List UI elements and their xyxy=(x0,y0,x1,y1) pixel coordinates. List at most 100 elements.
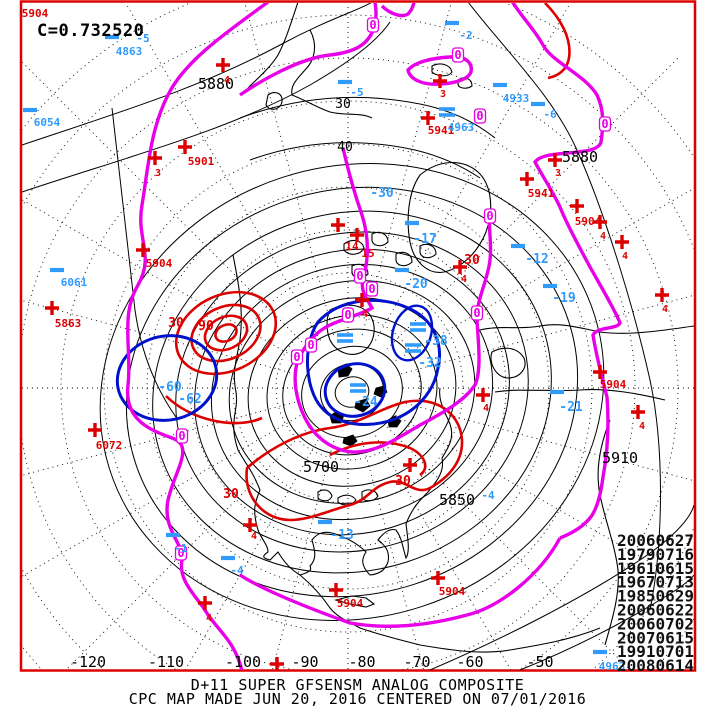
latitude-circle xyxy=(103,143,593,633)
map-subtitle: CPC MAP MADE JUN 20, 2016 CENTERED ON 07… xyxy=(128,690,587,708)
height-contour-ring xyxy=(210,263,494,521)
red-anomaly-contour-label: 30 xyxy=(168,316,184,331)
red-anomaly-contour-label: 90 xyxy=(198,319,214,334)
positive-station-marker xyxy=(355,293,369,307)
zero-contour-label-box xyxy=(470,305,484,321)
longitude-label: -50 xyxy=(526,653,553,671)
longitude-line xyxy=(386,55,681,350)
blue-anomaly-contour-label: -24 xyxy=(354,395,378,410)
outer-height-contours xyxy=(22,3,694,670)
positive-station-marker xyxy=(88,423,102,437)
latitude-label: 30 xyxy=(335,97,351,112)
correlation-value: C=0.732520 xyxy=(37,21,145,41)
analog-dates-list: 2006062719790716196106151967071319850629… xyxy=(617,531,694,675)
red-station-value-small: 4 xyxy=(224,75,230,86)
map-frame xyxy=(19,0,697,672)
analog-date: 19670713 xyxy=(617,573,694,592)
axis-labels: -120 -110 -100 -90 -80 -70 -60 -50 xyxy=(70,653,554,671)
zero-contour-label-box xyxy=(366,17,380,33)
blue-station-value: -4 xyxy=(481,489,495,502)
longitude-label: -120 xyxy=(70,653,106,671)
red-station-value-small: 3 xyxy=(440,89,446,100)
red-station-value: 5904 xyxy=(22,7,49,20)
blue-station-value: -6 xyxy=(543,108,557,121)
zero-contour-label: 0 xyxy=(601,117,608,131)
red-anomaly-contour-label: 30 xyxy=(464,253,480,268)
zero-contour-label-box xyxy=(598,116,612,132)
red-station-value: 5904 xyxy=(439,585,466,598)
red-station-value: 6072 xyxy=(96,439,123,452)
zero-contour-label: 0 xyxy=(473,306,480,320)
zero-contour-label-box xyxy=(341,307,355,323)
coastlines xyxy=(232,3,694,653)
zero-contour-label: 0 xyxy=(344,308,351,322)
blue-anomaly-contour-label: -32 xyxy=(418,356,441,371)
height-contour-ring xyxy=(99,162,605,622)
analog-date: 19910701 xyxy=(617,642,694,661)
positive-station-marker xyxy=(45,301,59,315)
blue-anomaly-contour-label: -17 xyxy=(413,232,436,247)
analog-date: 20060622 xyxy=(617,601,694,620)
longitude-label: -80 xyxy=(348,653,375,671)
longitude-line xyxy=(22,61,310,350)
positive-station-marker xyxy=(243,518,257,532)
latitude-label: 40 xyxy=(337,140,353,155)
positive-station-marker xyxy=(593,365,607,379)
zero-contour-label-box xyxy=(483,208,497,224)
zero-contour-label-box xyxy=(451,47,465,63)
red-station-value: 14 xyxy=(345,240,359,253)
blue-anomaly-contour-label: -30 xyxy=(370,186,394,201)
red-station-value-small: 4 xyxy=(483,403,489,414)
blue-station-value: -5 xyxy=(136,32,149,45)
positive-station-marker xyxy=(433,74,447,88)
analog-date: 20060627 xyxy=(617,531,694,550)
blue-station-value: 4963 xyxy=(448,121,475,134)
positive-station-marker xyxy=(520,172,534,186)
positive-station-marker xyxy=(593,215,607,229)
red-station-value: 5904 xyxy=(146,257,173,270)
longitude-line xyxy=(184,435,321,670)
red-anomaly-contour-label: 30 xyxy=(223,487,239,502)
positive-station-marker xyxy=(178,140,192,154)
height-contour-ring xyxy=(152,210,552,574)
longitude-line xyxy=(65,426,310,670)
positive-station-marker xyxy=(331,218,345,232)
blue-station-value: -5 xyxy=(350,86,363,99)
blue-station-value: -4 xyxy=(230,564,244,577)
longitude-line xyxy=(375,3,571,341)
red-station-value-small: 4 xyxy=(662,304,668,315)
zero-contour-label: 0 xyxy=(476,109,483,123)
zero-contour-label: 0 xyxy=(178,429,185,443)
zero-contour-label-box xyxy=(365,281,379,297)
blue-anomaly-contour-label: -19 xyxy=(552,291,575,306)
positive-station-marker xyxy=(403,458,417,472)
red-station-value: 5863 xyxy=(55,317,82,330)
latitude-circle xyxy=(189,229,507,547)
height-contour-ring xyxy=(125,186,579,598)
positive-station-marker xyxy=(136,243,150,257)
positive-station-marker xyxy=(198,596,212,610)
zero-contour-label-box xyxy=(304,337,318,353)
zero-contour-label-box xyxy=(353,268,367,284)
positive-station-marker xyxy=(216,58,230,72)
zero-contour-label: 0 xyxy=(454,48,461,62)
red-station-value-small: 3 xyxy=(555,168,561,179)
positive-station-marker xyxy=(655,288,669,302)
blue-anomaly-contour-label: -62 xyxy=(178,392,201,407)
zero-contour-label: 0 xyxy=(356,269,363,283)
longitude-label: -90 xyxy=(291,653,318,671)
red-station-value: 5941 xyxy=(528,187,555,200)
blue-station-value: 6054 xyxy=(34,116,61,129)
zero-contour-label-box xyxy=(174,545,188,561)
positive-station-marker xyxy=(476,388,490,402)
red-station-value: 5901 xyxy=(188,155,215,168)
zero-contour-label: 0 xyxy=(486,209,493,223)
zero-contour-label: 0 xyxy=(307,338,314,352)
analog-date: 20080614 xyxy=(617,656,694,675)
positive-station-marker xyxy=(631,405,645,419)
zero-contour-label-box xyxy=(290,349,304,365)
red-station-value: 15 xyxy=(361,247,374,260)
red-station-value-small: 4 xyxy=(622,251,628,262)
